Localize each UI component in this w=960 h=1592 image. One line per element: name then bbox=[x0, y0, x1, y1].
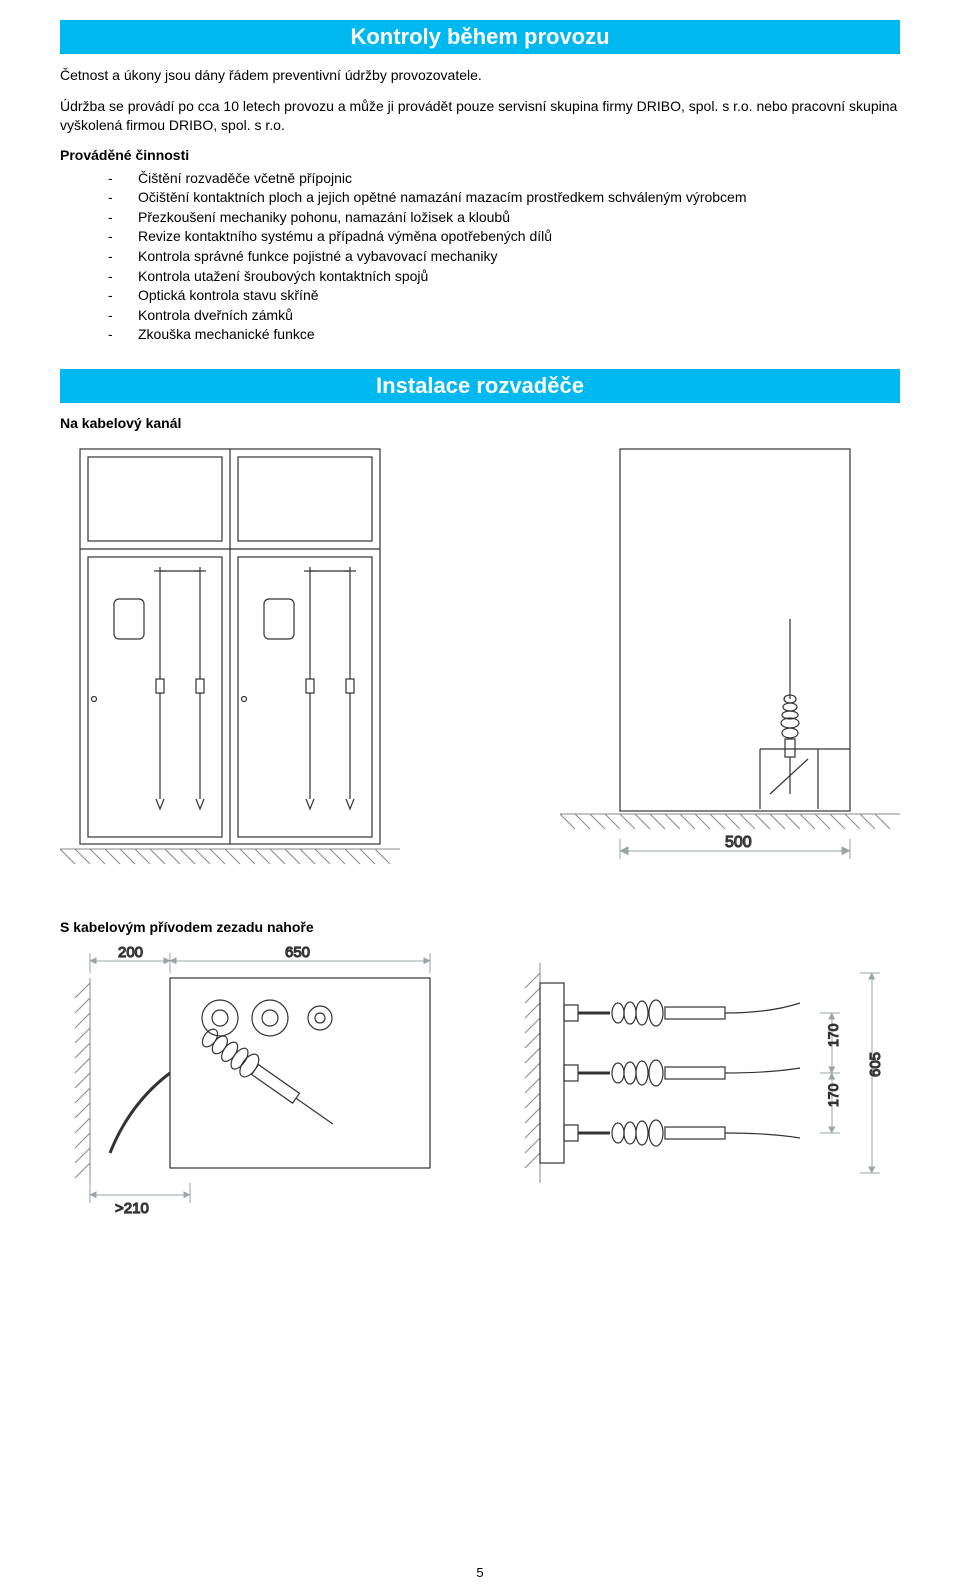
activities-heading: Prováděné činnosti bbox=[60, 147, 900, 163]
dim-200: 200 bbox=[118, 944, 143, 961]
list-item: Kontrola správné funkce pojistné a vybav… bbox=[108, 247, 900, 267]
figure-row-2: 200 650 bbox=[60, 943, 900, 1223]
para-maintenance: Údržba se provádí po cca 10 letech provo… bbox=[60, 97, 900, 135]
diagram-side-cabinet: 500 bbox=[560, 439, 900, 879]
dim-210: >210 bbox=[115, 1200, 149, 1217]
list-item: Optická kontrola stavu skříně bbox=[108, 286, 900, 306]
diagram-top-section: 200 650 bbox=[60, 943, 460, 1223]
diagram-front-cabinet bbox=[60, 439, 400, 879]
dim-170b: 170 bbox=[825, 1083, 841, 1107]
page-number: 5 bbox=[0, 1565, 960, 1580]
list-item: Očištění kontaktních ploch a jejich opět… bbox=[108, 188, 900, 208]
para-frequency: Četnost a úkony jsou dány řádem preventi… bbox=[60, 66, 900, 85]
list-item: Čištění rozvaděče včetně přípojnic bbox=[108, 169, 900, 189]
section-header-instalace: Instalace rozvaděče bbox=[60, 369, 900, 403]
list-item: Kontrola utažení šroubových kontaktních … bbox=[108, 267, 900, 287]
dim-605: 605 bbox=[867, 1052, 884, 1077]
dim-500: 500 bbox=[725, 834, 752, 851]
figure-row-1: 500 bbox=[60, 439, 900, 879]
list-item: Revize kontaktního systému a případná vý… bbox=[108, 227, 900, 247]
dim-170a: 170 bbox=[825, 1023, 841, 1047]
sub-na-kabelovy: Na kabelový kanál bbox=[60, 415, 900, 431]
sub-s-kabelovym: S kabelovým přívodem zezadu nahoře bbox=[60, 919, 900, 935]
activities-list: Čištění rozvaděče včetně přípojnic Očišt… bbox=[60, 169, 900, 345]
list-item: Kontrola dveřních zámků bbox=[108, 306, 900, 326]
section-header-kontroly: Kontroly během provozu bbox=[60, 20, 900, 54]
list-item: Přezkoušení mechaniky pohonu, namazání l… bbox=[108, 208, 900, 228]
dim-650: 650 bbox=[285, 944, 310, 961]
list-item: Zkouška mechanické funkce bbox=[108, 325, 900, 345]
diagram-rear-elevation: 170 170 605 bbox=[520, 943, 900, 1223]
